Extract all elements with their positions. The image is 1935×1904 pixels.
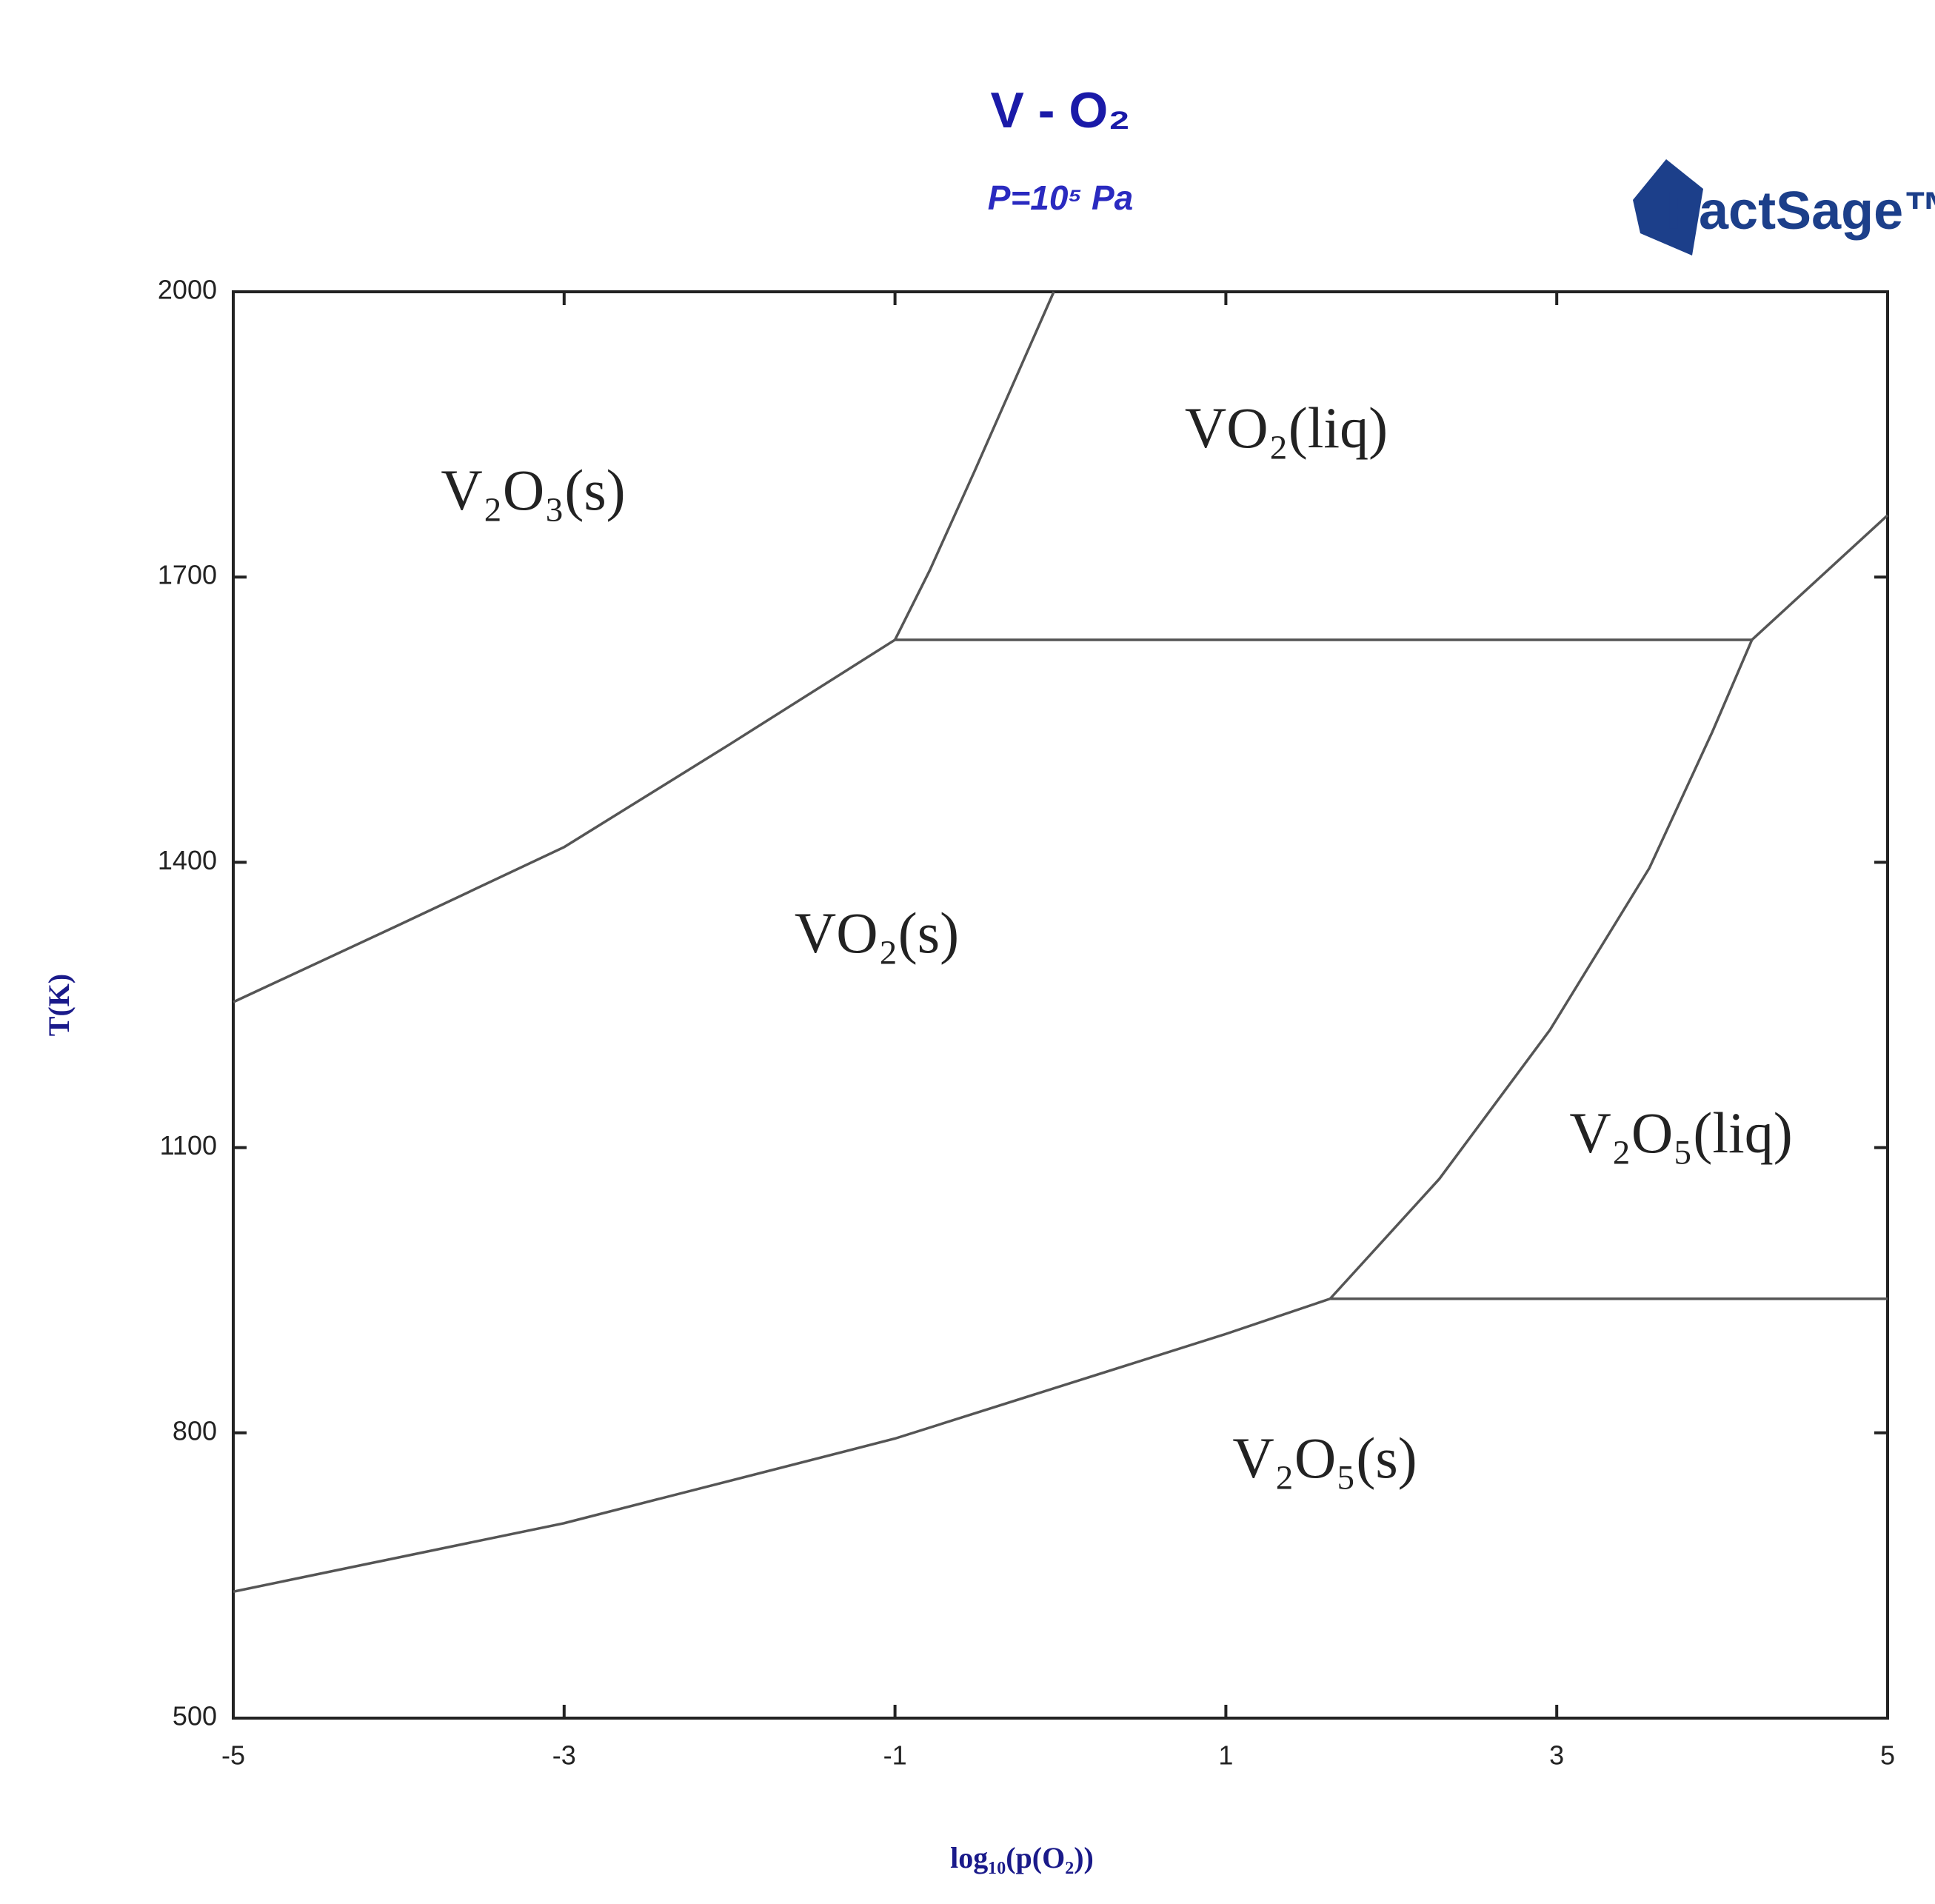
phase-boundary: [233, 1297, 1331, 1593]
y-tick-label: 1100: [160, 1130, 217, 1160]
phase-boundary: [1751, 514, 1889, 641]
logo: FactSage™: [1633, 159, 1935, 255]
logo-mark: [1633, 159, 1703, 255]
region-label: VO₂(s): [795, 901, 959, 965]
x-tick-label: 3: [1549, 1740, 1564, 1771]
region-label: V₂O₅(liq): [1569, 1100, 1792, 1165]
region-label: V₂O₅(s): [1232, 1426, 1417, 1490]
x-tick-label: 1: [1218, 1740, 1233, 1771]
region-label: VO₂(liq): [1185, 395, 1388, 460]
x-tick-label: -5: [221, 1740, 245, 1771]
y-tick-label: 1400: [158, 845, 217, 875]
x-tick-label: 5: [1880, 1740, 1895, 1771]
phase-boundary: [233, 638, 896, 1003]
y-tick-label: 500: [173, 1701, 217, 1731]
y-tick-label: 800: [173, 1415, 217, 1446]
plot-frame: [232, 290, 1889, 1720]
x-axis-label: log₁₀(p(O₂)): [950, 1841, 1094, 1874]
region-label: V₂O₃(s): [441, 458, 625, 522]
y-axis-label: T(K): [42, 974, 76, 1036]
y-tick-label: 2000: [158, 275, 217, 305]
phase-boundary: [1329, 639, 1754, 1300]
logo-text: FactSage™: [1666, 181, 1935, 241]
chart-subtitle: P=10⁵ Pa: [988, 178, 1133, 217]
x-tick-label: -3: [552, 1740, 576, 1771]
chart-title: V - O₂: [991, 82, 1131, 138]
y-tick-label: 1700: [158, 560, 217, 590]
x-tick-label: -1: [883, 1740, 907, 1771]
phase-boundary: [894, 291, 1055, 641]
